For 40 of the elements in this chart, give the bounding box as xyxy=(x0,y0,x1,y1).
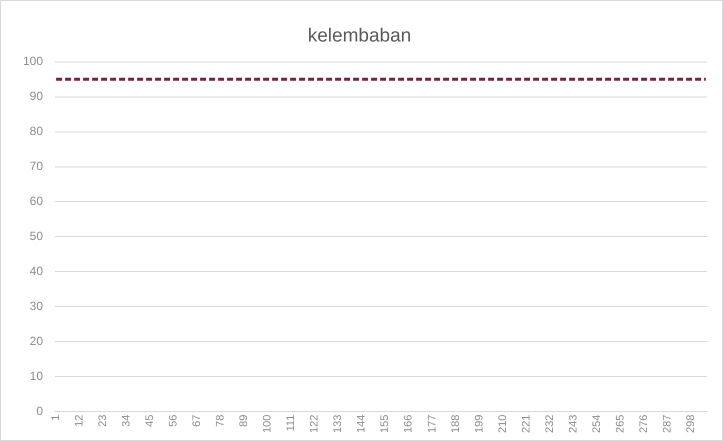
y-tick-label: 100 xyxy=(22,54,44,68)
x-tick-label: 122 xyxy=(308,414,321,434)
x-tick-label: 67 xyxy=(191,414,204,427)
x-tick-label: 56 xyxy=(168,414,180,427)
y-tick-label: 50 xyxy=(30,229,44,244)
x-tick-label: 177 xyxy=(426,414,438,434)
x-tick-label: 155 xyxy=(379,414,392,434)
x-tick-label: 254 xyxy=(590,414,603,434)
y-tick-label: 40 xyxy=(30,264,44,278)
x-tick-label: 144 xyxy=(356,414,368,434)
x-tick-label: 298 xyxy=(684,414,697,434)
y-tick-label: 60 xyxy=(30,194,44,208)
y-tick-label: 80 xyxy=(30,124,44,138)
x-tick-label: 100 xyxy=(262,414,274,434)
x-tick-label: 111 xyxy=(285,414,298,432)
x-tick-label: 89 xyxy=(238,414,250,427)
y-tick-label: 0 xyxy=(36,404,44,418)
x-tick-label: 221 xyxy=(520,414,532,434)
x-tick-label: 287 xyxy=(661,414,674,434)
x-tick-label: 232 xyxy=(544,414,556,434)
x-tick-label: 1 xyxy=(50,414,62,421)
y-tick-label: 70 xyxy=(30,159,44,174)
x-tick-label: 166 xyxy=(402,414,415,434)
x-tick-label: 265 xyxy=(614,414,626,434)
x-tick-label: 133 xyxy=(332,414,344,434)
x-tick-label: 23 xyxy=(97,414,110,427)
x-tick-label: 243 xyxy=(567,414,580,434)
x-tick-label: 276 xyxy=(638,414,650,434)
y-tick-label: 90 xyxy=(30,89,44,104)
x-tick-label: 78 xyxy=(214,414,227,427)
y-tick-label: 20 xyxy=(30,334,44,348)
x-tick-label: 199 xyxy=(473,414,486,434)
chart-title: kelembaban xyxy=(308,26,412,47)
x-tick-label: 12 xyxy=(74,414,86,427)
y-tick-label: 30 xyxy=(30,299,44,314)
y-tick-label: 10 xyxy=(30,368,44,383)
x-tick-label: 45 xyxy=(144,414,156,427)
x-tick-label: 210 xyxy=(496,414,509,434)
x-tick-label: 34 xyxy=(120,414,133,427)
x-tick-label: 188 xyxy=(450,414,462,434)
